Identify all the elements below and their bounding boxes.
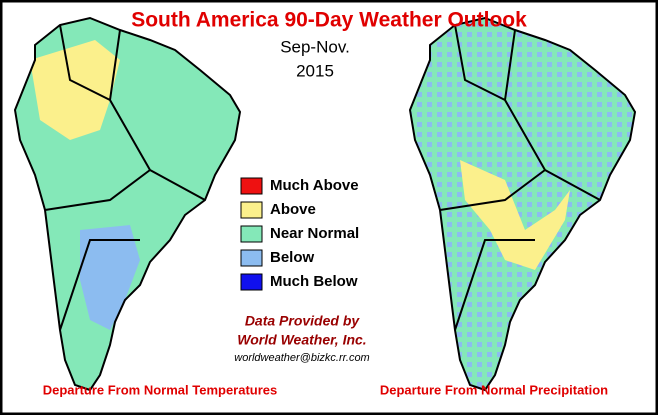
caption-left: Departure From Normal Temperatures: [43, 382, 278, 397]
legend: Much Above Above Near Normal Below Much Belo…: [240, 177, 359, 291]
legend-swatch: [240, 273, 263, 291]
legend-swatch: [240, 201, 263, 219]
legend-swatch: [240, 225, 263, 243]
legend-label: Much Above: [270, 177, 359, 194]
caption-right: Departure From Normal Precipitation: [380, 382, 608, 397]
title: South America 90-Day Weather Outlook: [131, 9, 527, 32]
legend-swatch: [240, 177, 263, 195]
year: 2015: [296, 61, 334, 80]
legend-label: Below: [270, 249, 315, 266]
credit-line: Data Provided by: [245, 313, 361, 329]
legend-label: Above: [270, 201, 316, 218]
legend-label: Much Below: [270, 273, 358, 290]
legend-swatch: [240, 249, 263, 267]
credit-company: World Weather, Inc.: [237, 332, 366, 348]
legend-label: Near Normal: [270, 225, 359, 242]
temperature-map: [14, 17, 241, 391]
period: Sep-Nov.: [280, 37, 350, 56]
credit-email: worldweather@bizkc.rr.com: [234, 352, 369, 364]
